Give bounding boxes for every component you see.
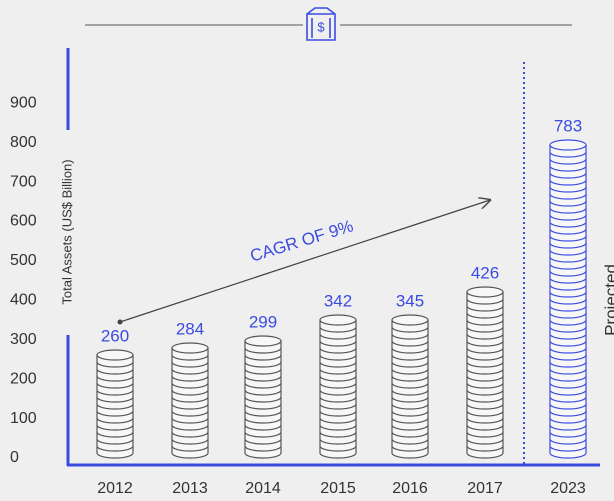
coin-stack (244, 335, 282, 459)
coin-stack (96, 349, 134, 459)
coin-top (171, 342, 209, 354)
value-label: 342 (324, 291, 352, 310)
projected-annotation: Projected (601, 264, 614, 336)
y-tick-label: 100 (10, 410, 37, 427)
y-tick-label: 700 (10, 173, 37, 190)
coin-top (319, 314, 357, 326)
y-tick-label: 200 (10, 370, 37, 387)
coin-stack (466, 286, 504, 459)
coin-stack (171, 342, 209, 459)
x-tick-label: 2014 (245, 480, 281, 497)
value-label: 783 (554, 116, 582, 135)
value-label: 260 (101, 326, 129, 345)
x-tick-label: 2023 (550, 480, 586, 497)
coin-top (391, 314, 429, 326)
x-tick-label: 2013 (172, 480, 208, 497)
coin-stack (549, 139, 587, 459)
y-axis-label: Total Assets (US$ Billion) (59, 159, 74, 304)
y-tick-label: 500 (10, 252, 37, 269)
coin-top (466, 286, 504, 298)
y-tick-label: 900 (10, 94, 37, 111)
x-tick-label: 2015 (320, 480, 356, 497)
coin-stack (391, 314, 429, 459)
y-tick-label: 300 (10, 331, 37, 348)
bank-icon: $ (306, 7, 336, 41)
x-tick-label: 2012 (97, 480, 133, 497)
cagr-arrow (119, 200, 490, 323)
value-label: 345 (396, 291, 424, 310)
value-label: 284 (176, 319, 204, 338)
coin-stack (319, 314, 357, 459)
svg-text:$: $ (317, 19, 325, 34)
value-label: 299 (249, 312, 277, 331)
y-tick-label: 0 (10, 449, 19, 466)
y-tick-label: 800 (10, 134, 37, 151)
y-tick-label: 400 (10, 292, 37, 309)
arrow-dot (117, 319, 123, 325)
value-label: 426 (471, 263, 499, 282)
coin-top (96, 349, 134, 361)
coin-top (549, 139, 587, 151)
x-tick-label: 2016 (392, 480, 428, 497)
coin-top (244, 335, 282, 347)
label-bg (60, 130, 76, 335)
y-tick-label: 600 (10, 213, 37, 230)
x-tick-label: 2017 (467, 480, 503, 497)
